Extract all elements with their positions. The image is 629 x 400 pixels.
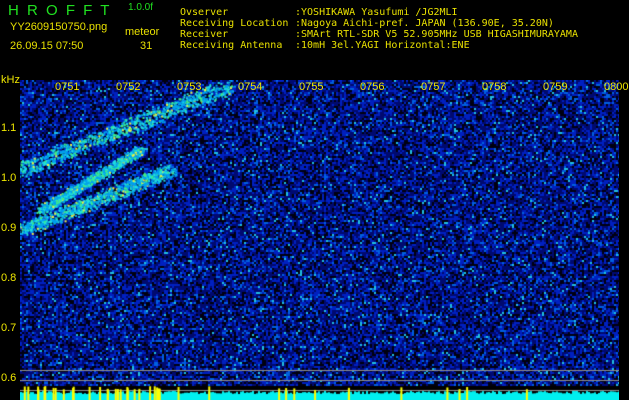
info-label-location: Receiving Location: [180, 19, 288, 29]
app-title: H R O F F T: [8, 3, 111, 18]
meteor-count: 31: [140, 41, 152, 52]
y-tick-label: 1.1: [1, 122, 16, 134]
info-label-observer: Ovserver: [180, 8, 228, 18]
info-label-receiver: Receiver: [180, 30, 228, 40]
y-tick-label: 0.6: [1, 372, 16, 384]
y-unit-label: kHz: [1, 74, 20, 86]
info-value-location: :Nagoya Aichi-pref. JAPAN (136.90E, 35.2…: [295, 19, 554, 29]
y-tick-label: 1.0: [1, 172, 16, 184]
info-value-antenna: :10mH 3el.YAGI Horizontal:ENE: [295, 41, 470, 51]
time-tick-label: 0754: [238, 81, 262, 93]
time-tick-label: 0758: [482, 81, 506, 93]
time-tick-label: 0753: [177, 81, 201, 93]
filename: YY2609150750.png: [10, 22, 107, 33]
time-tick-label: 0752: [116, 81, 140, 93]
time-tick-label: 0759: [543, 81, 567, 93]
time-tick-label: 0751: [55, 81, 79, 93]
y-tick-label: 0.9: [1, 222, 16, 234]
version-label: 1.0.0f: [128, 3, 153, 13]
info-value-receiver: :SMArt RTL-SDR V5 52.905MHz USB HIGASHIM…: [295, 30, 578, 40]
time-tick-label: 0800: [604, 81, 628, 93]
info-value-observer: :YOSHIKAWA Yasufumi /JG2MLI: [295, 8, 458, 18]
info-label-antenna: Receiving Antenna: [180, 41, 282, 51]
time-tick-label: 0756: [360, 81, 384, 93]
time-tick-label: 0757: [421, 81, 445, 93]
y-tick-label: 0.8: [1, 272, 16, 284]
meteor-label: meteor: [125, 27, 159, 38]
time-tick-label: 0755: [299, 81, 323, 93]
datetime: 26.09.15 07:50: [10, 41, 83, 52]
spectrogram: [20, 80, 619, 400]
y-tick-label: 0.7: [1, 322, 16, 334]
